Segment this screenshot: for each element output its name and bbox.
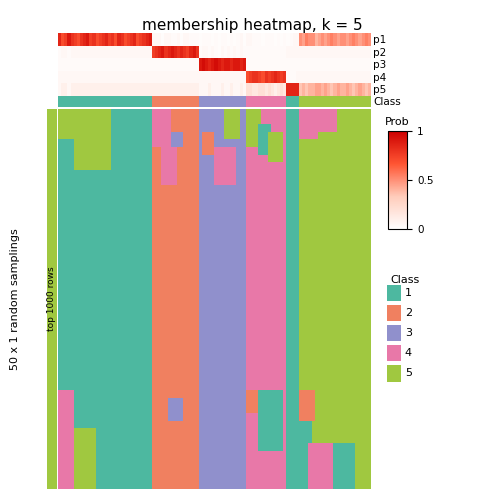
Text: 2: 2	[405, 308, 412, 318]
Text: 1: 1	[405, 288, 412, 298]
Text: 50 x 1 random samplings: 50 x 1 random samplings	[10, 228, 20, 370]
Text: top 1000 rows: top 1000 rows	[47, 267, 56, 332]
Text: membership heatmap, k = 5: membership heatmap, k = 5	[142, 18, 362, 33]
Text: 3: 3	[405, 328, 412, 338]
Text: 5: 5	[405, 368, 412, 379]
Text: Class: Class	[391, 275, 420, 285]
Text: 4: 4	[405, 348, 412, 358]
Title: Prob: Prob	[386, 117, 410, 128]
